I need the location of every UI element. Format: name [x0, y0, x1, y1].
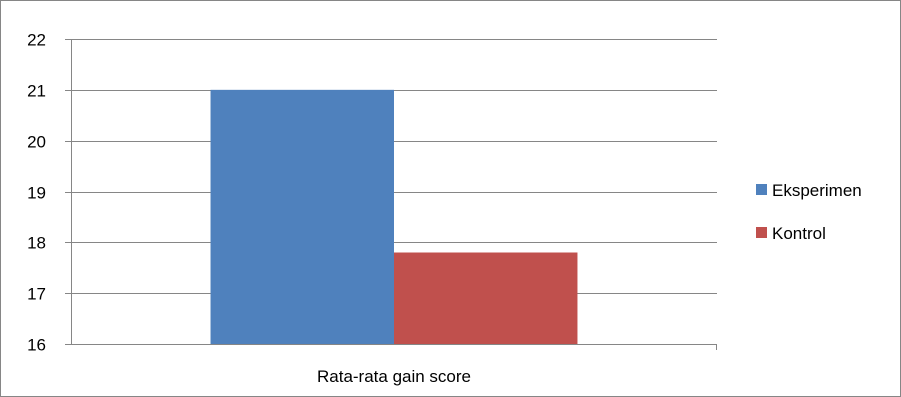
legend: Eksperimen Kontrol [756, 181, 862, 243]
legend-label-kontrol: Kontrol [772, 224, 826, 243]
y-tick-label: 22 [27, 31, 46, 50]
y-tick-label: 20 [27, 133, 46, 152]
y-tick-label: 19 [27, 184, 46, 203]
y-tick-label: 16 [27, 336, 46, 355]
legend-swatch-kontrol [756, 227, 767, 238]
bars [210, 89, 578, 344]
x-tick-label: Rata-rata gain score [317, 367, 471, 386]
bar-kontrol [394, 252, 578, 344]
bar-eksperimen [210, 89, 394, 344]
y-tick-label: 17 [27, 285, 46, 304]
legend-swatch-eksperimen [756, 184, 767, 195]
axes: 16 17 18 19 20 21 22 Rata-rata gain score [27, 31, 717, 386]
y-tick-label: 21 [27, 82, 46, 101]
y-tick-label: 18 [27, 234, 46, 253]
legend-label-eksperimen: Eksperimen [772, 181, 862, 200]
